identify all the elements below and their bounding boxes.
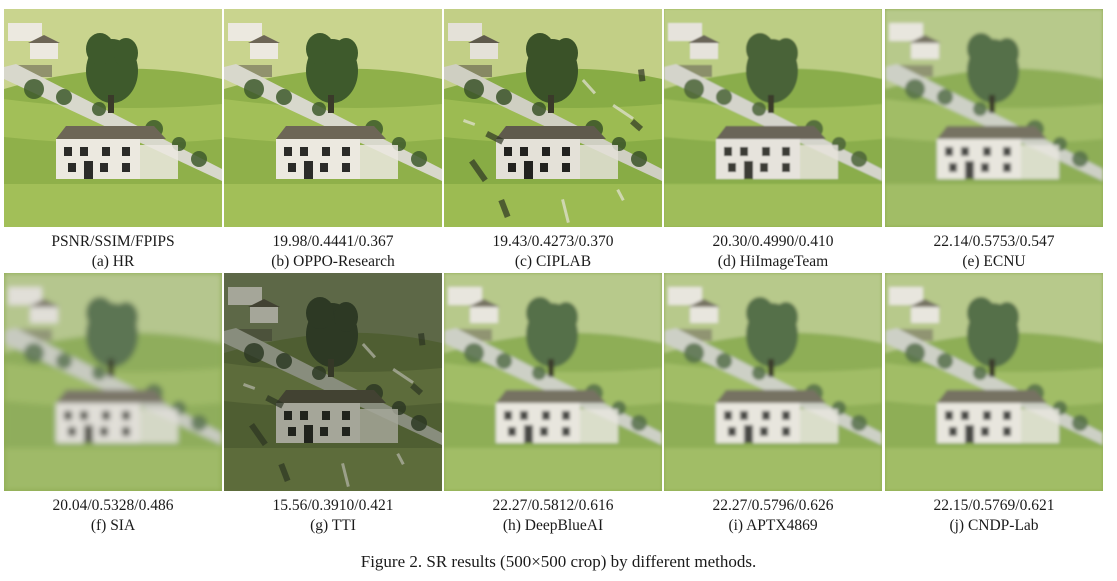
scene-image bbox=[4, 9, 222, 227]
panel-caption: 22.27/0.5812/0.616 (h) DeepBlueAI bbox=[444, 496, 662, 536]
scene-image bbox=[444, 273, 662, 491]
panel-metrics: 22.27/0.5812/0.616 bbox=[492, 497, 614, 514]
panel-label: (a) HR bbox=[91, 253, 135, 270]
sr-image-sia bbox=[4, 273, 222, 491]
scene-image bbox=[664, 9, 882, 227]
panel-caption: 19.43/0.4273/0.370 (c) CIPLAB bbox=[444, 232, 662, 272]
panel-metrics: 22.27/0.5796/0.626 bbox=[712, 497, 834, 514]
scene-image bbox=[444, 9, 662, 227]
panel-label: (i) APTX4869 bbox=[728, 517, 818, 534]
panel-metrics: 19.98/0.4441/0.367 bbox=[272, 233, 394, 250]
sr-image-oppo-research bbox=[224, 9, 442, 227]
scene-image bbox=[4, 273, 222, 491]
panel-caption: 22.15/0.5769/0.621 (j) CNDP-Lab bbox=[885, 496, 1103, 536]
scene-image bbox=[885, 273, 1103, 491]
panel-caption: 20.04/0.5328/0.486 (f) SIA bbox=[4, 496, 222, 536]
panel-label: (j) CNDP-Lab bbox=[949, 517, 1039, 534]
panel-metrics: 20.30/0.4990/0.410 bbox=[712, 233, 834, 250]
panel-cndp-lab: 22.15/0.5769/0.621 (j) CNDP-Lab bbox=[885, 273, 1103, 536]
panel-himageteam: 20.30/0.4990/0.410 (d) HiImageTeam bbox=[664, 9, 882, 272]
scene-image bbox=[224, 273, 442, 491]
panel-metrics: 19.43/0.4273/0.370 bbox=[492, 233, 614, 250]
panel-hr: PSNR/SSIM/FPIPS (a) HR bbox=[4, 9, 222, 272]
sr-image-tti bbox=[224, 273, 442, 491]
panel-sia: 20.04/0.5328/0.486 (f) SIA bbox=[4, 273, 222, 536]
panel-ciplab: 19.43/0.4273/0.370 (c) CIPLAB bbox=[444, 9, 662, 272]
panel-caption: 15.56/0.3910/0.421 (g) TTI bbox=[224, 496, 442, 536]
panel-caption: 20.30/0.4990/0.410 (d) HiImageTeam bbox=[664, 232, 882, 272]
scene-image bbox=[885, 9, 1103, 227]
panel-metrics: 22.15/0.5769/0.621 bbox=[933, 497, 1055, 514]
panel-label: (h) DeepBlueAI bbox=[502, 517, 604, 534]
sr-image-deepblueai bbox=[444, 273, 662, 491]
panel-deepblueai: 22.27/0.5812/0.616 (h) DeepBlueAI bbox=[444, 273, 662, 536]
sr-image-hr bbox=[4, 9, 222, 227]
panel-label: (b) OPPO-Research bbox=[271, 253, 395, 270]
panel-label: (g) TTI bbox=[310, 517, 356, 534]
panel-aptx4869: 22.27/0.5796/0.626 (i) APTX4869 bbox=[664, 273, 882, 536]
sr-image-ciplab bbox=[444, 9, 662, 227]
panel-oppo-research: 19.98/0.4441/0.367 (b) OPPO-Research bbox=[224, 9, 442, 272]
panel-metrics: 22.14/0.5753/0.547 bbox=[933, 233, 1055, 250]
sr-image-cndp-lab bbox=[885, 273, 1103, 491]
panel-label: (f) SIA bbox=[90, 517, 136, 534]
panel-metrics: 15.56/0.3910/0.421 bbox=[272, 497, 394, 514]
figure-caption: Figure 2. SR results (500×500 crop) by d… bbox=[360, 552, 757, 571]
panel-metrics: PSNR/SSIM/FPIPS bbox=[51, 233, 175, 250]
panel-metrics: 20.04/0.5328/0.486 bbox=[52, 497, 174, 514]
panel-caption: PSNR/SSIM/FPIPS (a) HR bbox=[4, 232, 222, 272]
panel-tti: 15.56/0.3910/0.421 (g) TTI bbox=[224, 273, 442, 536]
panel-caption: 22.14/0.5753/0.547 (e) ECNU bbox=[885, 232, 1103, 272]
panel-label: (e) ECNU bbox=[962, 253, 1026, 270]
scene-image bbox=[664, 273, 882, 491]
panel-caption: 22.27/0.5796/0.626 (i) APTX4869 bbox=[664, 496, 882, 536]
sr-image-ecnu bbox=[885, 9, 1103, 227]
sr-image-himageteam bbox=[664, 9, 882, 227]
panel-label: (c) CIPLAB bbox=[514, 253, 592, 270]
sr-image-aptx4869 bbox=[664, 273, 882, 491]
panel-label: (d) HiImageTeam bbox=[717, 253, 829, 270]
panel-ecnu: 22.14/0.5753/0.547 (e) ECNU bbox=[885, 9, 1103, 272]
scene-image bbox=[224, 9, 442, 227]
panel-caption: 19.98/0.4441/0.367 (b) OPPO-Research bbox=[224, 232, 442, 272]
